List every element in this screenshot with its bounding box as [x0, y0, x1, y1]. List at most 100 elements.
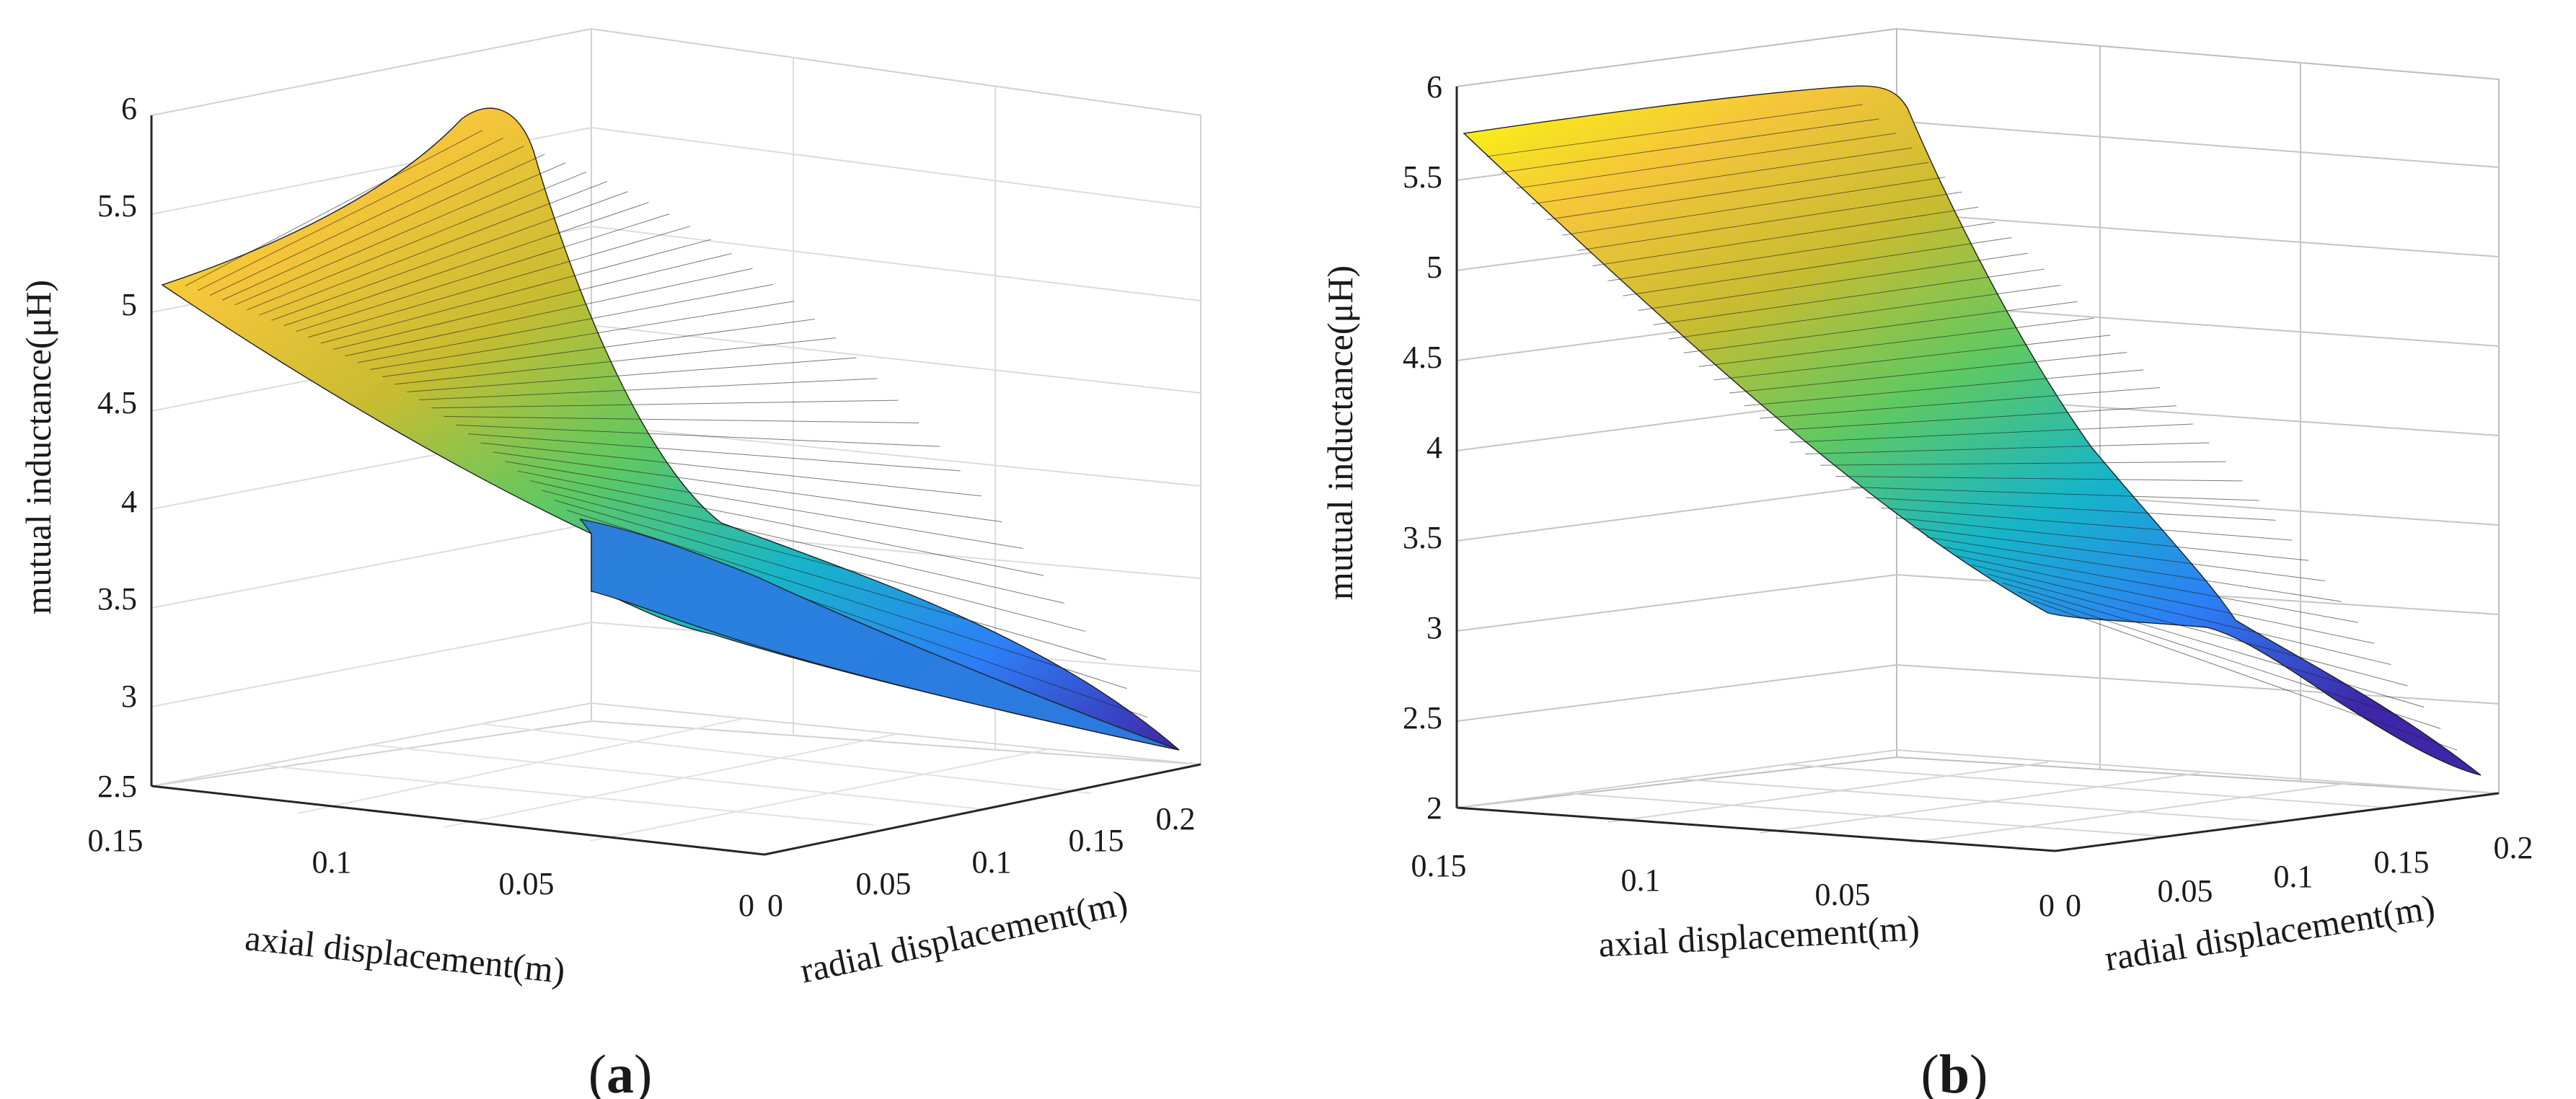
meshA-line [554, 500, 1106, 661]
y-tick-b-4: 0.2 [2494, 830, 2533, 865]
meshA-line [259, 181, 607, 316]
panel-a-wall-grid [151, 58, 1201, 750]
panel-b-x-axis [1456, 806, 2056, 852]
meshA-line [308, 226, 691, 338]
z-tick-a-6: 5.5 [97, 188, 137, 224]
meshA-line [197, 138, 503, 291]
meshA-line [283, 202, 649, 327]
z-tick-a-3: 4 [121, 484, 137, 519]
panel-b-ylabel: radial displacement(m) [2102, 886, 2438, 979]
meshA-line [394, 337, 836, 385]
y-tick-b-3: 0.15 [2374, 844, 2430, 880]
panel-a-xlabel: axial displacement(m) [243, 917, 567, 991]
panel-a-x-ticks: 0.15 0.1 0.05 0 [88, 823, 755, 923]
panel-b-x-ticks: 0.15 0.1 0.05 0 [1411, 848, 2055, 923]
meshB-line [1486, 104, 1863, 157]
z-tick-a-7: 6 [121, 91, 137, 126]
meshB-line [1926, 537, 2342, 602]
meshB-line [1866, 497, 2276, 521]
chart-panel-a: 2.5 3 3.5 4 4.5 5 5.5 6 0.15 0.1 0.05 0 … [18, 27, 1201, 1099]
panel-b-label: (b) [1921, 1044, 1988, 1099]
panel-b-zlabel: mutual inductance(μH) [1320, 265, 1360, 600]
meshB-line [1744, 369, 2144, 407]
panel-a-z-ticks: 2.5 3 3.5 4 4.5 5 5.5 6 [97, 91, 137, 804]
meshA-line [320, 239, 712, 344]
panel-a-x-axis [151, 785, 765, 856]
meshA-line [357, 283, 774, 363]
meshA-line [345, 268, 753, 357]
panel-b-surface-mesh [1486, 104, 2458, 751]
meshB-line [1957, 555, 2375, 644]
meshB-line [1517, 133, 1896, 189]
y-tick-a-0: 0 [767, 888, 783, 923]
meshB-line [1790, 423, 2193, 443]
panel-b-xlabel: axial displacement(m) [1597, 907, 1920, 964]
meshA-line [529, 480, 1064, 604]
meshA-line [247, 171, 587, 311]
x-tick-a-0: 0.15 [88, 823, 144, 858]
panel-a-y-ticks: 0 0.05 0.1 0.15 0.2 [767, 801, 1196, 923]
y-tick-a-2: 0.1 [972, 844, 1012, 880]
panel-a-surface-front-flap [579, 518, 1180, 751]
meshB-line [1683, 301, 2078, 353]
meshA-line [234, 162, 566, 306]
x-tick-b-1: 0.1 [1621, 862, 1661, 898]
y-tick-b-1: 0.05 [2158, 873, 2213, 909]
meshB-line [1698, 317, 2094, 367]
meshB-line [1668, 285, 2061, 340]
chart-panel-b: 2 2.5 3 3.5 4 4.5 5 5.5 6 0.15 0.1 0.05 … [1320, 27, 2533, 1099]
x-tick-b-0: 0.15 [1411, 848, 1467, 883]
x-tick-b-3: 0 [2039, 888, 2055, 923]
meshA-line [209, 146, 524, 296]
meshB-line [1547, 162, 1929, 221]
z-tick-a-1: 3 [121, 679, 137, 714]
meshA-line [468, 433, 961, 472]
y-tick-a-4: 0.2 [1156, 801, 1196, 837]
meshA-line [431, 400, 899, 409]
meshA-line [296, 213, 670, 332]
x-tick-a-1: 0.1 [312, 844, 352, 880]
meshB-line [1607, 221, 1995, 282]
meshB-line [1881, 507, 2293, 541]
z-tick-b-1: 2.5 [1403, 700, 1442, 736]
panel-a-zlabel: mutual inductance(μH) [18, 280, 58, 614]
meshB-line [1577, 191, 1962, 252]
meshB-line [2017, 591, 2441, 729]
z-tick-b-6: 5 [1426, 250, 1442, 285]
meshB-line [2032, 600, 2458, 751]
meshB-line [1896, 517, 2309, 561]
meshB-line [1805, 442, 2210, 454]
meshB-line [1835, 475, 2243, 482]
z-tick-b-0: 2 [1426, 790, 1442, 826]
meshB-line [1987, 573, 2408, 687]
meshA-line [444, 415, 919, 423]
y-tick-b-0: 0 [2065, 888, 2081, 923]
meshA-line [493, 451, 1002, 523]
meshB-line [1623, 237, 2012, 296]
x-tick-a-3: 0 [738, 888, 754, 923]
meshB-line [1851, 486, 2259, 501]
meshB-line [2002, 582, 2425, 708]
meshB-line [1972, 565, 2391, 666]
meshB-line [1638, 252, 2028, 312]
panel-b-surface-main [1463, 85, 2482, 776]
meshA-line [480, 442, 982, 497]
panel-b-surface [1463, 85, 2482, 776]
panel-b-y-ticks: 0 0.05 0.1 0.15 0.2 [2065, 830, 2533, 923]
z-tick-b-8: 6 [1426, 69, 1442, 105]
meshB-line [1775, 405, 2176, 431]
z-tick-a-2: 3.5 [97, 581, 137, 617]
panel-a-surface [161, 107, 1180, 751]
meshA-line [566, 509, 1127, 689]
meshA-line [222, 154, 545, 301]
meshB-line [1729, 352, 2127, 394]
panel-a-y-axis [764, 763, 1201, 856]
panel-a-label: (a) [588, 1044, 653, 1099]
meshB-line [1713, 335, 2111, 381]
meshB-line [1820, 461, 2226, 466]
meshA-line [185, 130, 483, 286]
meshA-line [456, 424, 940, 447]
meshA-line [369, 301, 795, 371]
z-tick-a-4: 4.5 [97, 385, 137, 420]
